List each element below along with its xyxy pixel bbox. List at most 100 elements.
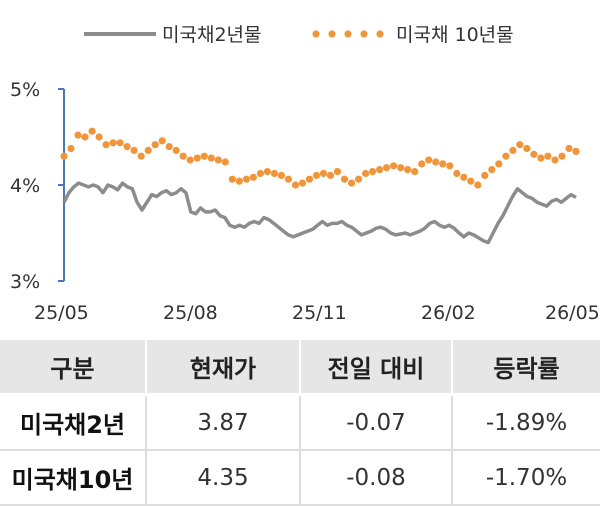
- series-point-10y: [319, 169, 328, 178]
- x-tick-label-2505: 25/05: [34, 302, 89, 324]
- row-name-10y: 미국채10년: [0, 450, 146, 506]
- y-tick-label-4: 4%: [10, 175, 40, 197]
- series-point-10y: [340, 175, 349, 183]
- series-point-10y: [495, 160, 503, 168]
- series-point-10y: [123, 143, 131, 151]
- legend-dot: [344, 30, 352, 38]
- series-point-10y: [277, 171, 285, 179]
- row-rate-10y: -1.70%: [451, 450, 600, 506]
- series-point-10y: [312, 171, 321, 179]
- yield-line-chart: 미국채2년물 미국채 10년물 5% 4% 3% 25/05 25/08 25/…: [10, 24, 600, 324]
- series-point-10y: [467, 177, 475, 185]
- series-point-10y: [453, 169, 461, 178]
- legend-dot: [312, 30, 320, 38]
- legend-label-2y: 미국채2년물: [162, 24, 262, 46]
- series-point-10y: [214, 156, 222, 164]
- series-line-2y: [62, 181, 577, 245]
- series-point-10y: [502, 152, 510, 160]
- series-point-10y: [432, 158, 440, 166]
- header-current-price: 현재가: [145, 340, 300, 396]
- row-rate-2y: -1.89%: [451, 394, 600, 451]
- series-point-10y: [333, 168, 342, 176]
- x-tick-label-2511: 25/11: [292, 302, 347, 324]
- series-point-10y: [67, 144, 75, 153]
- series-point-10y: [172, 146, 180, 154]
- series-point-10y: [165, 143, 173, 151]
- series-point-10y: [530, 150, 538, 158]
- series-point-10y: [390, 162, 398, 170]
- series-point-10y: [418, 160, 426, 168]
- series-point-10y: [60, 152, 68, 160]
- series-point-10y: [235, 177, 243, 185]
- series-point-10y: [109, 139, 117, 147]
- legend-dot: [360, 30, 368, 38]
- series-point-10y: [565, 144, 573, 153]
- series-point-10y: [446, 162, 454, 170]
- series-point-10y: [481, 171, 489, 179]
- y-tick-label-5: 5%: [10, 79, 40, 101]
- series-point-10y: [558, 152, 566, 160]
- row-name-2y: 미국채2년: [0, 394, 146, 451]
- series-point-10y: [137, 152, 145, 160]
- header-change: 전일 대비: [299, 340, 452, 396]
- series-point-10y: [425, 156, 433, 164]
- series-point-10y: [81, 133, 89, 141]
- legend-dot: [328, 30, 336, 38]
- series-point-10y: [404, 166, 412, 174]
- series-point-10y: [551, 156, 559, 164]
- series-point-10y: [376, 166, 384, 174]
- series-point-10y: [102, 141, 110, 149]
- series-point-10y: [284, 175, 292, 183]
- series-point-10y: [193, 154, 201, 162]
- x-tick-label-2508: 25/08: [163, 302, 218, 324]
- series-point-10y: [298, 179, 307, 187]
- series-point-10y: [348, 179, 356, 187]
- series-point-10y: [523, 144, 531, 153]
- series-point-10y: [95, 133, 103, 141]
- series-point-10y: [439, 160, 447, 168]
- series-point-10y: [256, 169, 264, 178]
- series-point-10y: [74, 131, 82, 139]
- series-point-10y: [249, 173, 257, 181]
- series-point-10y: [383, 164, 391, 172]
- x-tick-label-2605: 26/05: [545, 302, 600, 324]
- series-point-10y: [460, 173, 468, 181]
- series-point-10y: [326, 171, 335, 179]
- series-point-10y: [116, 139, 124, 147]
- series-point-10y: [369, 168, 377, 176]
- series-point-10y: [228, 175, 236, 183]
- row-price-2y: 3.87: [145, 394, 300, 451]
- x-tick-label-2602: 26/02: [421, 302, 476, 324]
- series-point-10y: [207, 154, 215, 162]
- series-point-10y: [158, 137, 166, 145]
- y-tick-label-3: 3%: [10, 271, 40, 293]
- chart-legend: 미국채2년물 미국채 10년물: [84, 24, 514, 46]
- series-point-10y: [144, 146, 152, 154]
- series-point-10y: [88, 127, 96, 135]
- header-change-rate: 등락률: [451, 340, 600, 396]
- table-row: 미국채2년 3.87 -0.07 -1.89%: [0, 394, 600, 451]
- legend-label-10y: 미국채 10년물: [396, 24, 514, 46]
- legend-swatch-10y: [312, 30, 384, 38]
- series-point-10y: [179, 152, 187, 160]
- plot-area: [60, 127, 580, 245]
- series-point-10y: [572, 147, 580, 155]
- series-point-10y: [516, 141, 524, 149]
- row-change-2y: -0.07: [299, 394, 452, 451]
- legend-dot: [376, 30, 384, 38]
- series-point-10y: [411, 168, 419, 176]
- series-point-10y: [488, 166, 496, 174]
- series-point-10y: [200, 152, 208, 160]
- series-point-10y: [305, 175, 314, 183]
- series-point-10y: [221, 158, 229, 166]
- series-point-10y: [544, 152, 552, 160]
- series-point-10y: [509, 146, 517, 154]
- series-point-10y: [151, 141, 159, 149]
- series-point-10y: [270, 169, 278, 178]
- header-category: 구분: [0, 340, 146, 396]
- series-point-10y: [362, 169, 370, 178]
- table-row: 미국채10년 4.35 -0.08 -1.70%: [0, 450, 600, 506]
- table-header-row: 구분 현재가 전일 대비 등락률: [0, 340, 600, 396]
- series-point-10y: [130, 146, 138, 154]
- series-point-10y: [242, 175, 250, 183]
